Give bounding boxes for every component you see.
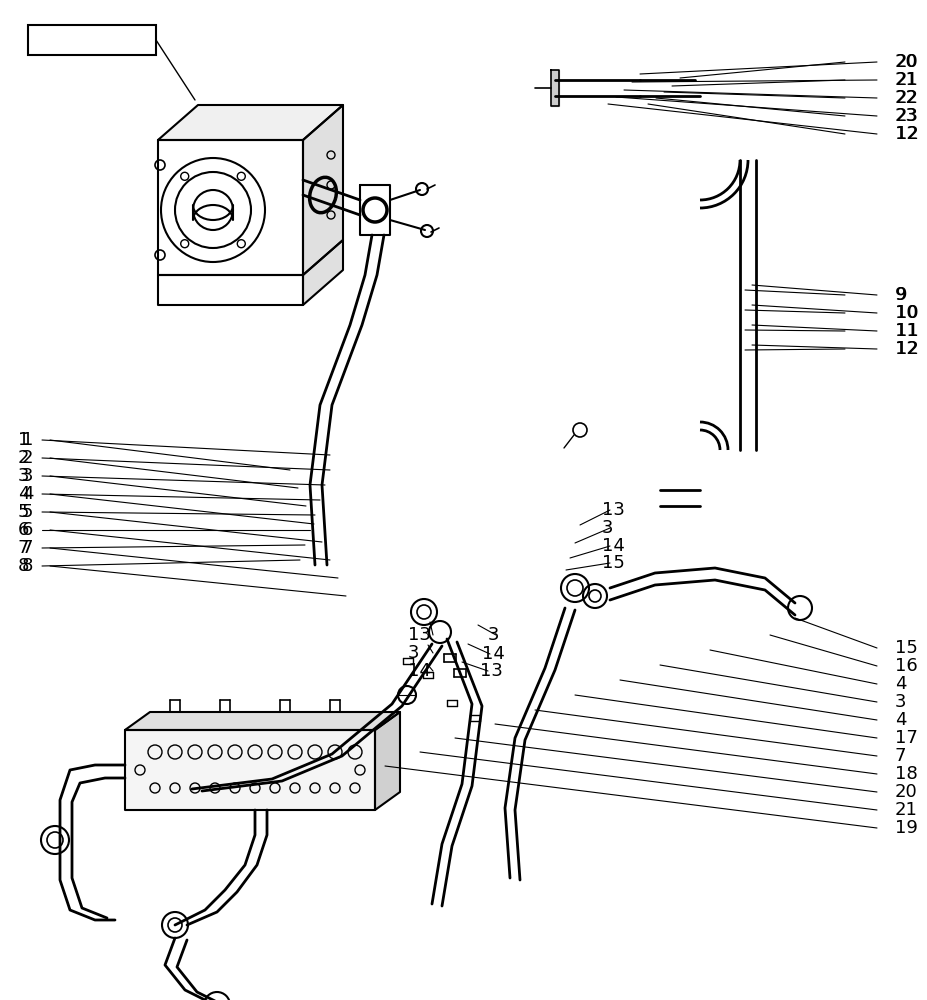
Text: 3: 3 — [18, 467, 30, 485]
Text: 13: 13 — [408, 626, 430, 644]
Text: 6: 6 — [18, 521, 30, 539]
Text: 19: 19 — [894, 819, 917, 837]
Text: 4: 4 — [18, 485, 30, 503]
Text: 15: 15 — [602, 554, 624, 572]
Polygon shape — [125, 730, 375, 810]
Polygon shape — [158, 275, 303, 305]
Polygon shape — [360, 185, 389, 235]
Text: 10: 10 — [894, 304, 917, 322]
Text: 13: 13 — [479, 662, 502, 680]
Text: 6: 6 — [22, 521, 33, 539]
Text: 17: 17 — [894, 729, 917, 747]
Polygon shape — [303, 105, 343, 275]
Text: 14: 14 — [408, 662, 430, 680]
Polygon shape — [125, 712, 400, 730]
Text: 08-03(03): 08-03(03) — [51, 31, 133, 49]
Text: 2: 2 — [22, 449, 33, 467]
Text: 4: 4 — [894, 675, 906, 693]
Text: 22: 22 — [895, 89, 918, 107]
Text: 1: 1 — [22, 431, 33, 449]
Text: 9: 9 — [894, 286, 906, 304]
Text: 12: 12 — [894, 125, 917, 143]
Text: 8: 8 — [22, 557, 33, 575]
Text: 3: 3 — [22, 467, 33, 485]
Text: 1: 1 — [18, 431, 30, 449]
Text: 7: 7 — [22, 539, 33, 557]
Text: 4: 4 — [894, 711, 906, 729]
Text: 20: 20 — [895, 53, 918, 71]
Text: 13: 13 — [602, 501, 624, 519]
Text: 20: 20 — [894, 783, 917, 801]
Text: 7: 7 — [894, 747, 906, 765]
Text: 16: 16 — [894, 657, 917, 675]
Text: 2: 2 — [18, 449, 30, 467]
Polygon shape — [158, 105, 343, 140]
Polygon shape — [158, 140, 303, 275]
Text: 5: 5 — [22, 503, 33, 521]
Text: 21: 21 — [894, 801, 917, 819]
Text: 11: 11 — [895, 322, 918, 340]
Polygon shape — [551, 70, 558, 106]
Bar — [28, 25, 156, 55]
Text: 14: 14 — [481, 645, 504, 663]
Text: 4: 4 — [22, 485, 33, 503]
Text: 21: 21 — [894, 71, 917, 89]
Text: 10: 10 — [895, 304, 918, 322]
Text: 3: 3 — [602, 519, 613, 537]
Text: 20: 20 — [894, 53, 917, 71]
Polygon shape — [303, 240, 343, 305]
Text: 3: 3 — [488, 626, 499, 644]
Text: 21: 21 — [895, 71, 918, 89]
Text: 11: 11 — [894, 322, 917, 340]
Text: 15: 15 — [894, 639, 917, 657]
Text: 23: 23 — [895, 107, 918, 125]
Text: 8: 8 — [18, 557, 30, 575]
Polygon shape — [375, 712, 400, 810]
Text: 12: 12 — [894, 340, 917, 358]
Text: 3: 3 — [894, 693, 906, 711]
Text: 22: 22 — [894, 89, 917, 107]
Text: 5: 5 — [18, 503, 30, 521]
Text: 18: 18 — [894, 765, 917, 783]
Text: 12: 12 — [895, 340, 918, 358]
Text: 23: 23 — [894, 107, 917, 125]
Text: 9: 9 — [895, 286, 907, 304]
Text: 3: 3 — [408, 644, 419, 662]
Text: 7: 7 — [18, 539, 30, 557]
Text: 14: 14 — [602, 537, 624, 555]
Text: 12: 12 — [895, 125, 918, 143]
